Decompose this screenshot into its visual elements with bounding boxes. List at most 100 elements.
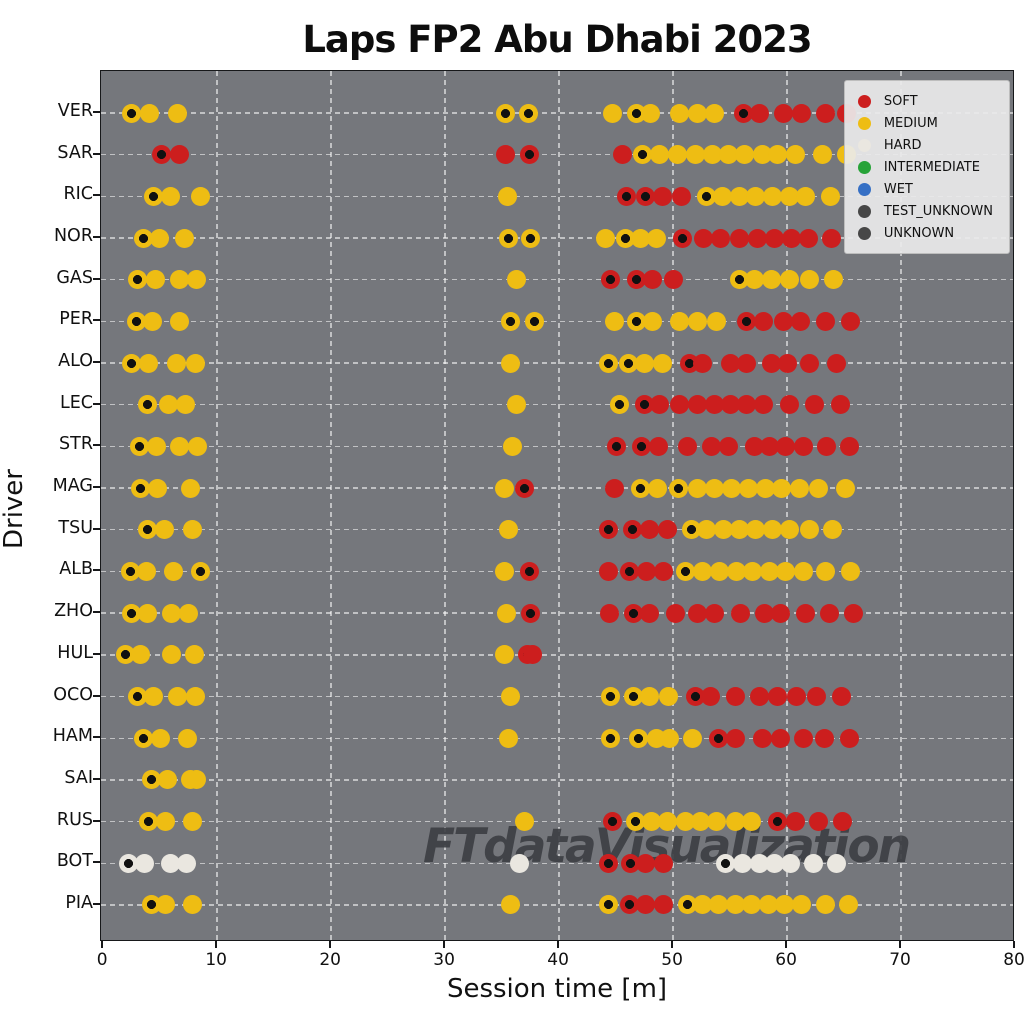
lap-dot — [139, 353, 159, 373]
x-axis-tick — [1013, 941, 1016, 948]
lap-dot — [747, 228, 767, 248]
lap-dot — [686, 145, 706, 165]
lap-dot — [785, 145, 805, 165]
y-axis-tick — [93, 902, 100, 905]
lap-dot — [660, 728, 680, 748]
lap-dot — [803, 853, 823, 873]
lap-dot — [709, 895, 729, 915]
horizontal-gridline — [101, 862, 1013, 864]
lap-dot — [785, 812, 805, 832]
lap-dot — [816, 311, 836, 331]
horizontal-gridline — [101, 112, 1013, 114]
lap-dot — [720, 395, 740, 415]
lap-dot — [759, 895, 779, 915]
lap-dot — [816, 561, 836, 581]
vertical-gridline — [216, 71, 218, 940]
y-axis-tick — [93, 111, 100, 113]
lap-dot — [636, 853, 656, 873]
lap-dot — [162, 603, 182, 623]
lap-dot — [140, 103, 160, 123]
lap-dot — [779, 395, 799, 415]
lap-dot — [752, 728, 772, 748]
lap-dot — [158, 395, 178, 415]
horizontal-gridline — [101, 237, 1013, 239]
lap-dot — [696, 520, 716, 540]
y-axis-tick — [93, 611, 100, 614]
lap-dot — [605, 311, 625, 331]
lap-dot — [156, 812, 176, 832]
lap-dot — [636, 186, 656, 206]
lap-dot — [606, 436, 626, 456]
lap-dot — [632, 145, 652, 165]
lap-dot — [167, 103, 187, 123]
lap-dot — [809, 478, 829, 498]
lap-dot — [762, 520, 782, 540]
lap-dot — [176, 853, 196, 873]
lap-dot — [131, 645, 151, 665]
horizontal-gridline — [101, 195, 1013, 198]
lap-dot — [687, 103, 707, 123]
lap-dot — [187, 770, 207, 790]
y-axis-tick — [93, 402, 100, 405]
lap-dot — [819, 603, 839, 623]
lap-dot — [600, 687, 620, 707]
lap-dot — [519, 145, 539, 165]
lap-dot — [786, 687, 806, 707]
lap-dot — [596, 228, 616, 248]
lap-dot — [681, 520, 701, 540]
legend-compound-dot — [857, 94, 871, 108]
driver-label-tsu: TSU — [58, 517, 93, 538]
driver-label-oco: OCO — [53, 684, 93, 705]
horizontal-gridline — [101, 279, 1013, 281]
driver-label-per: PER — [59, 309, 93, 330]
driver-label-rus: RUS — [56, 809, 93, 830]
lap-dot — [170, 311, 190, 331]
lap-dot — [641, 812, 661, 832]
lap-dot — [815, 728, 835, 748]
lap-dot — [518, 103, 538, 123]
lap-dot — [843, 603, 863, 623]
lap-dot — [665, 603, 685, 623]
lap-dot — [831, 395, 851, 415]
lap-dot — [118, 853, 138, 873]
lap-dot — [160, 186, 180, 206]
lap-dot — [524, 311, 544, 331]
lap-dot — [735, 145, 755, 165]
lap-dot — [676, 812, 696, 832]
lap-dot — [625, 812, 645, 832]
lap-dot — [507, 395, 527, 415]
lap-dot — [840, 728, 860, 748]
lap-dot — [188, 436, 208, 456]
lap-dot — [519, 561, 539, 581]
horizontal-gridline — [101, 404, 1013, 406]
lap-dot — [704, 603, 724, 623]
lap-dot — [133, 728, 153, 748]
y-axis-tick — [93, 736, 100, 739]
lap-dot — [841, 561, 861, 581]
lap-dot — [648, 436, 668, 456]
lap-dot — [162, 645, 182, 665]
lap-dot — [598, 353, 618, 373]
legend-item: MEDIUM — [857, 112, 993, 134]
lap-dot — [793, 561, 813, 581]
lap-dot — [750, 853, 770, 873]
driver-label-alo: ALO — [58, 351, 93, 372]
lap-dot — [170, 270, 190, 290]
legend-compound-dot — [857, 182, 871, 196]
x-tick-label: 40 — [547, 950, 569, 970]
y-axis-tick — [93, 444, 100, 447]
lap-dot — [640, 103, 660, 123]
lap-dot — [744, 270, 764, 290]
lap-dot — [499, 228, 519, 248]
driver-label-ham: HAM — [52, 726, 93, 747]
lap-dot — [782, 228, 802, 248]
horizontal-gridline — [101, 612, 1013, 614]
lap-dot — [615, 228, 635, 248]
lap-dot — [600, 728, 620, 748]
lap-dot — [729, 228, 749, 248]
lap-dot — [620, 895, 640, 915]
lap-dot — [820, 186, 840, 206]
legend-compound-dot — [857, 226, 871, 240]
lap-dot — [148, 478, 168, 498]
lap-dot — [669, 478, 689, 498]
